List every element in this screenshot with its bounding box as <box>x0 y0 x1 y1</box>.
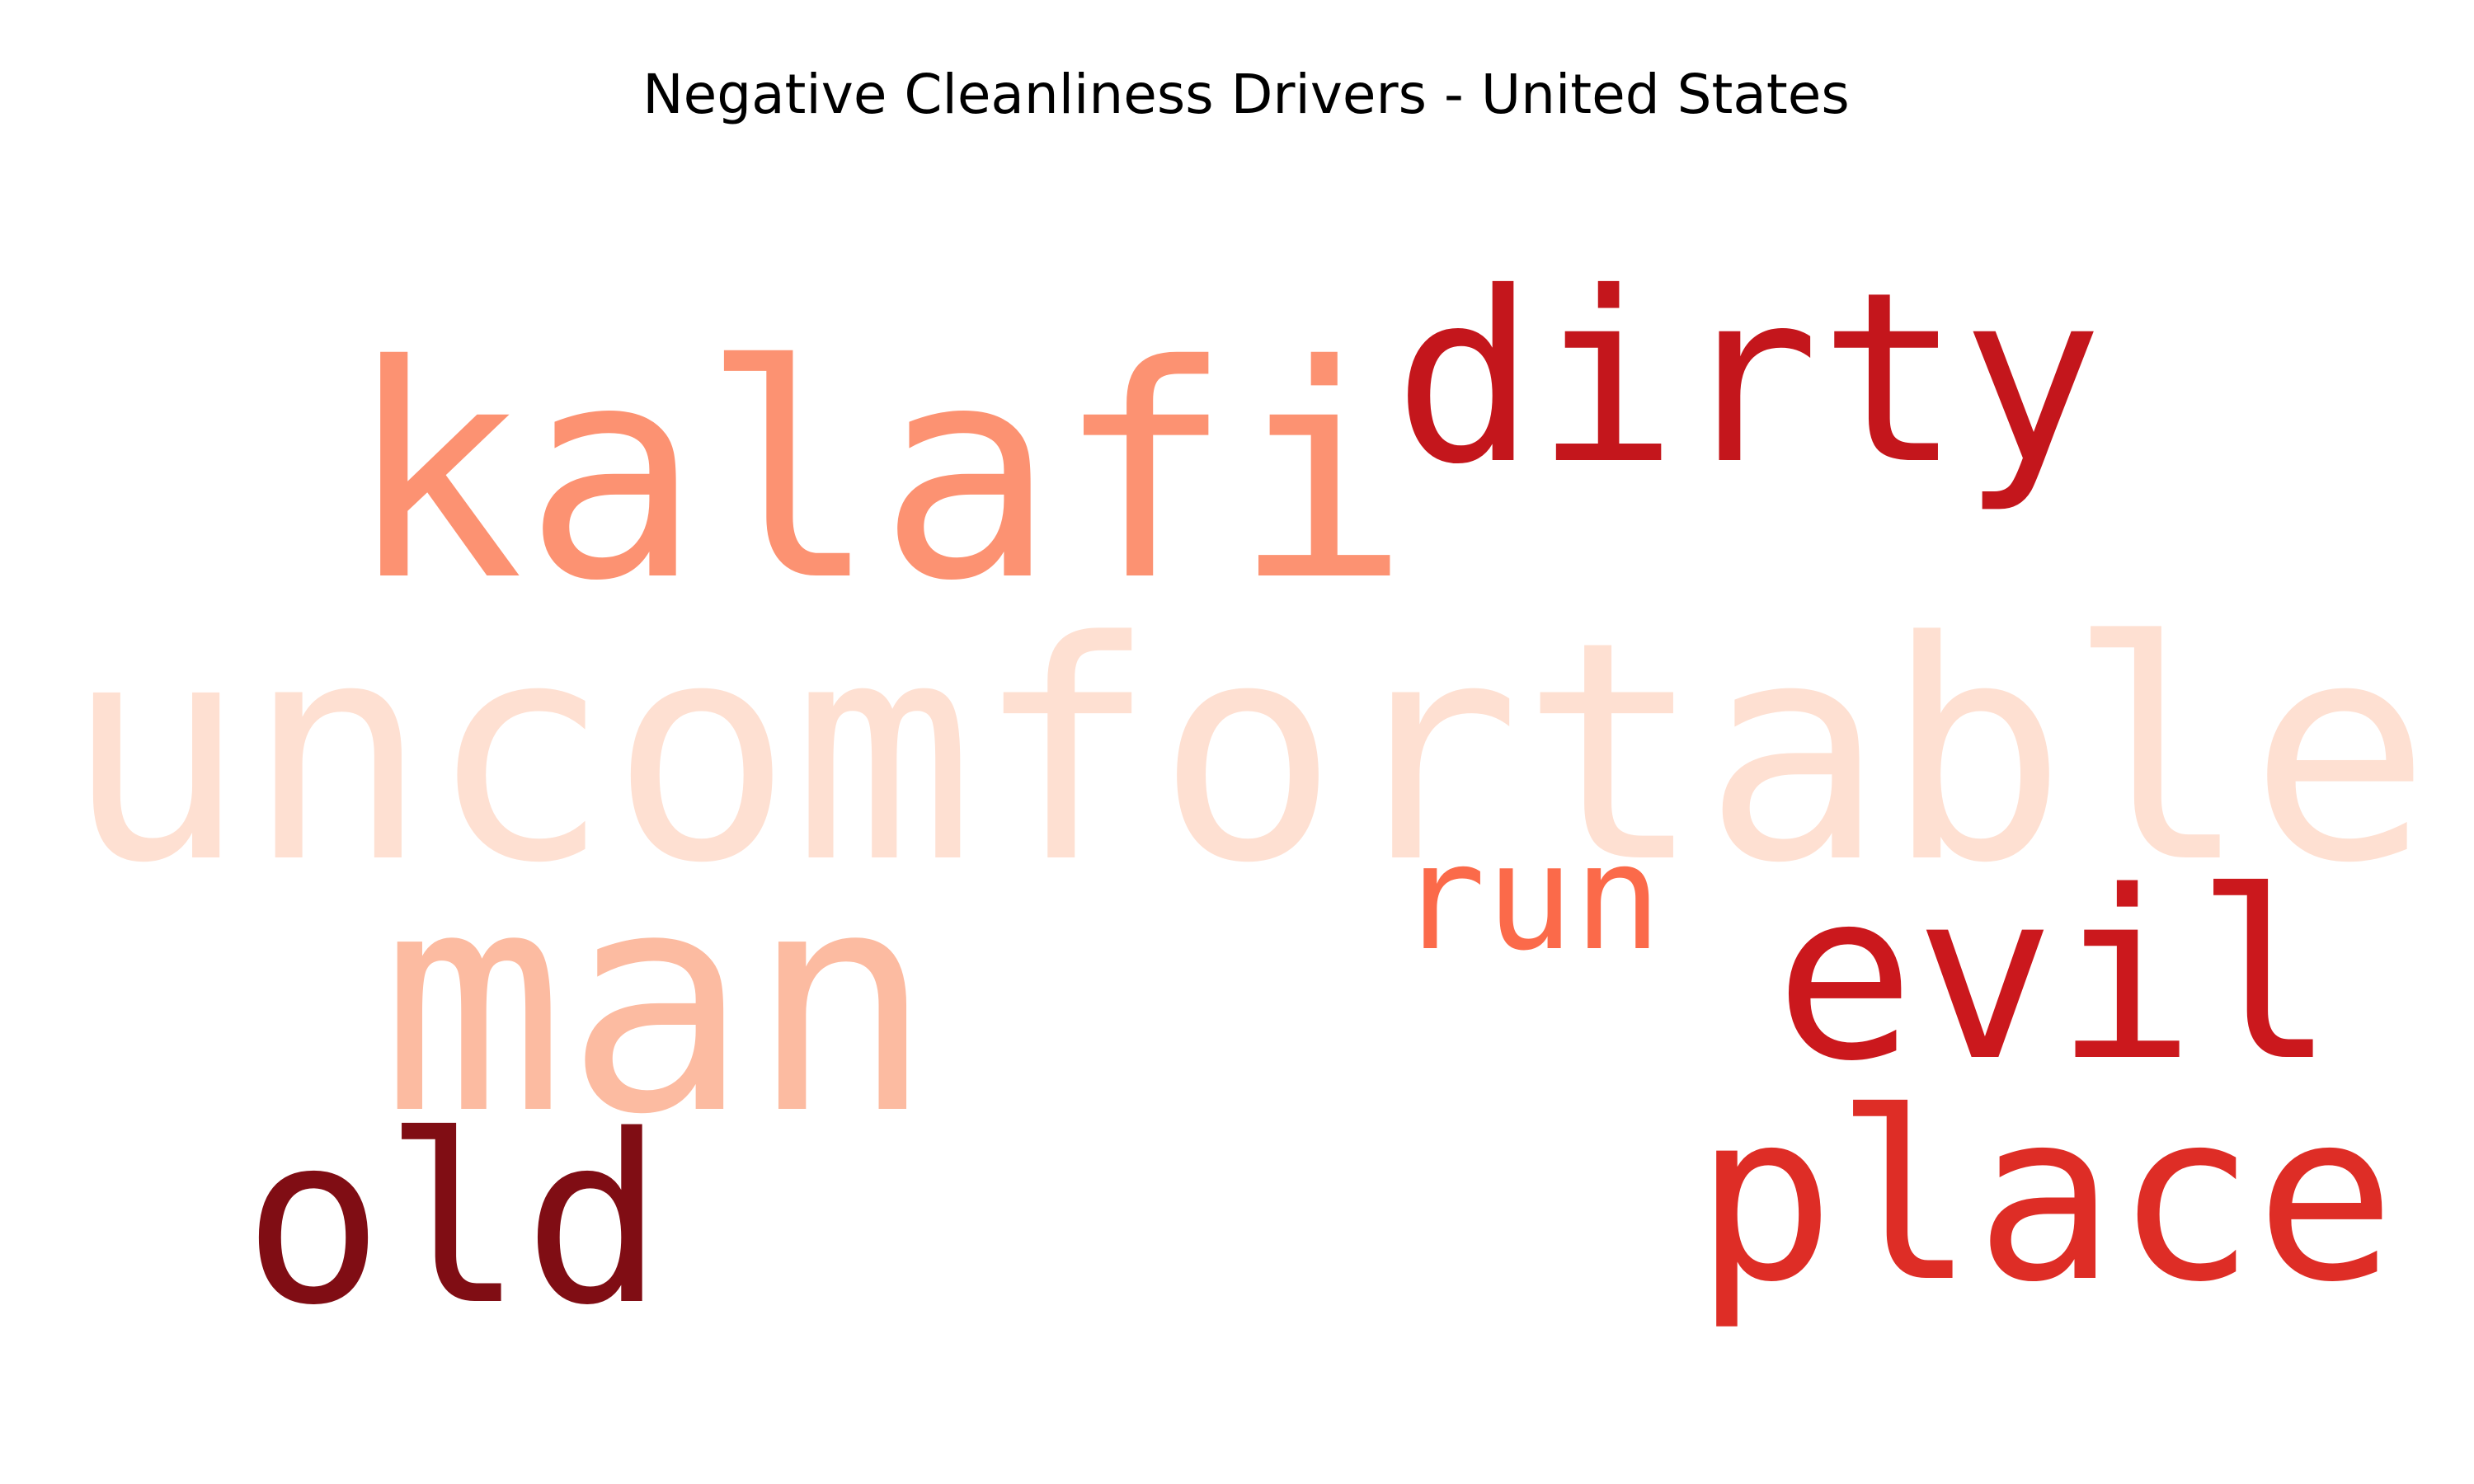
word-evil: evil <box>1775 841 2335 1112</box>
word-kalafi: kalafi <box>346 303 1410 646</box>
word-man: man <box>381 826 934 1181</box>
word-place: place <box>1695 1062 2396 1333</box>
word-run: run <box>1398 813 1662 983</box>
word-dirty: dirty <box>1394 242 2103 516</box>
word-uncomfortable: uncomfortable <box>64 578 2431 929</box>
word-old: old <box>243 1085 664 1356</box>
chart-title: Negative Cleanliness Drivers - United St… <box>642 63 1850 126</box>
